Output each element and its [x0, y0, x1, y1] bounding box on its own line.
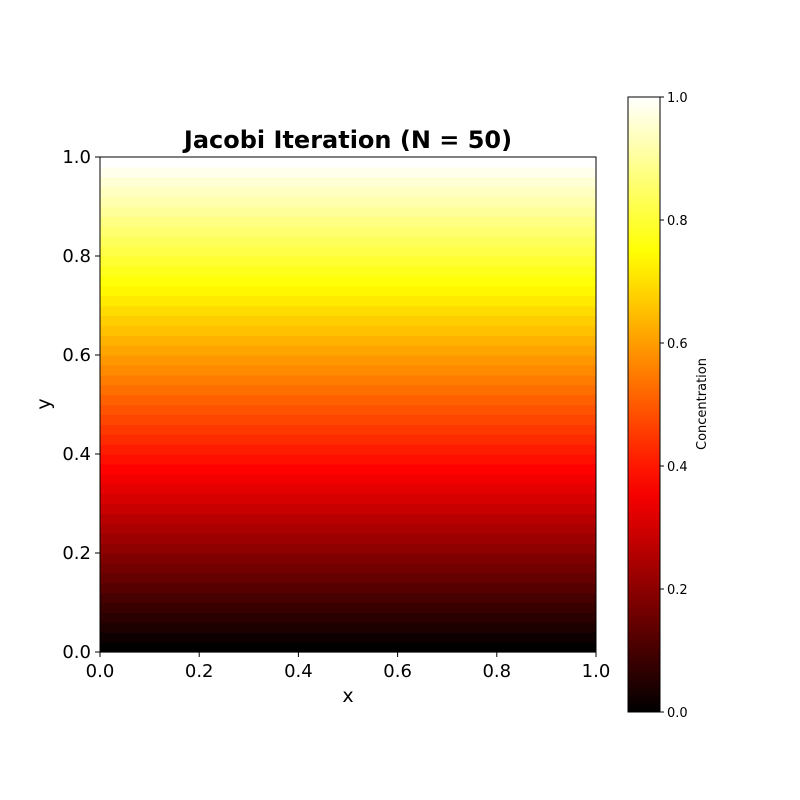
x-tick-label: 0.4: [284, 661, 313, 682]
heatmap-row: [100, 246, 596, 257]
heatmap-row: [100, 226, 596, 237]
heatmap-row: [100, 325, 596, 336]
heatmap-row: [100, 483, 596, 495]
heatmap-row: [100, 543, 596, 554]
heatmap-row: [100, 434, 596, 445]
colorbar: [628, 97, 660, 712]
heatmap-row: [100, 206, 596, 217]
heatmap-row: [100, 394, 596, 406]
heatmap-row: [100, 295, 596, 307]
x-tick-label: 0.8: [482, 661, 511, 682]
y-tick-label: 0.4: [62, 444, 91, 465]
colorbar-tick-label: 0.6: [667, 337, 688, 352]
colorbar-tick-label: 1.0: [667, 91, 688, 106]
x-tick-label: 0.2: [185, 661, 214, 682]
x-tick-label: 0.0: [86, 661, 115, 682]
colorbar-tick-label: 0.2: [667, 583, 688, 598]
heatmap-row: [100, 265, 596, 277]
chart-title: Jacobi Iteration (N = 50): [182, 126, 512, 154]
x-tick-label: 0.6: [383, 661, 412, 682]
heatmap-row: [100, 384, 596, 396]
heatmap-row: [100, 374, 596, 386]
heatmap-row: [100, 345, 596, 356]
colorbar-frame: [627, 96, 661, 713]
y-tick-label: 0.6: [62, 345, 91, 366]
heatmap-row: [100, 414, 596, 425]
colorbar-axis: 0.0 0.2 0.4 0.6 0.8 1.0: [660, 91, 688, 721]
heatmap-row: [100, 444, 596, 455]
heatmap-row: [100, 473, 596, 485]
heatmap-row: [100, 533, 596, 544]
heatmap-row: [100, 364, 596, 376]
heatmap-row: [100, 642, 596, 653]
y-tick-label: 0.0: [62, 642, 91, 663]
heatmap-row: [100, 355, 596, 366]
heatmap-row: [100, 424, 596, 435]
heatmap-row: [100, 553, 596, 564]
heatmap-row: [100, 572, 596, 584]
heatmap-row: [100, 632, 596, 643]
heatmap-row: [100, 275, 596, 287]
plot-frame: [99, 156, 597, 653]
heatmap-row: [100, 285, 596, 297]
heatmap-row: [100, 196, 596, 208]
heatmap-row: [100, 513, 596, 524]
heatmap-row: [100, 404, 596, 415]
heatmap-row: [100, 166, 596, 178]
y-axis-label: y: [33, 398, 55, 409]
heatmap-row: [100, 157, 596, 168]
heatmap-row: [100, 176, 596, 188]
heatmap-row: [100, 216, 596, 227]
heatmap-row: [100, 523, 596, 534]
colorbar-label: Concentration: [695, 358, 710, 450]
y-axis: 0.0 0.2 0.4 0.6 0.8 1.0: [62, 147, 100, 663]
heatmap-row: [100, 562, 596, 574]
x-tick-label: 1.0: [582, 661, 611, 682]
heatmap-row: [100, 186, 596, 198]
heatmap-row: [100, 592, 596, 604]
heatmap-row: [100, 602, 596, 613]
heatmap-plot-area: [100, 157, 596, 653]
colorbar-tick-label: 0.4: [667, 460, 688, 475]
y-tick-label: 1.0: [62, 147, 91, 168]
colorbar-tick-label: 0.8: [667, 214, 688, 229]
heatmap-row: [100, 612, 596, 623]
heatmap-row: [100, 305, 596, 316]
heatmap-row: [100, 503, 596, 514]
heatmap-row: [100, 622, 596, 633]
colorbar-tick-label: 0.0: [667, 706, 688, 721]
x-axis-label: x: [342, 685, 353, 707]
y-tick-label: 0.2: [62, 543, 91, 564]
heatmap-row: [100, 315, 596, 326]
heatmap-row: [100, 493, 596, 505]
heatmap-row: [100, 463, 596, 475]
y-tick-label: 0.8: [62, 246, 91, 267]
heatmap-row: [100, 582, 596, 594]
x-axis: 0.0 0.2 0.4 0.6 0.8 1.0: [86, 652, 611, 682]
heatmap-row: [100, 454, 596, 465]
heatmap-row: [100, 256, 596, 267]
heatmap-row: [100, 335, 596, 346]
heatmap-row: [100, 236, 596, 247]
